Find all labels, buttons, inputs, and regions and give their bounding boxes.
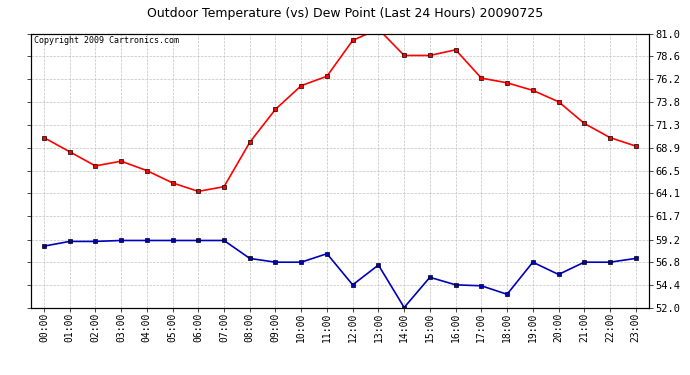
Text: Outdoor Temperature (vs) Dew Point (Last 24 Hours) 20090725: Outdoor Temperature (vs) Dew Point (Last… — [147, 8, 543, 21]
Text: Copyright 2009 Cartronics.com: Copyright 2009 Cartronics.com — [34, 36, 179, 45]
